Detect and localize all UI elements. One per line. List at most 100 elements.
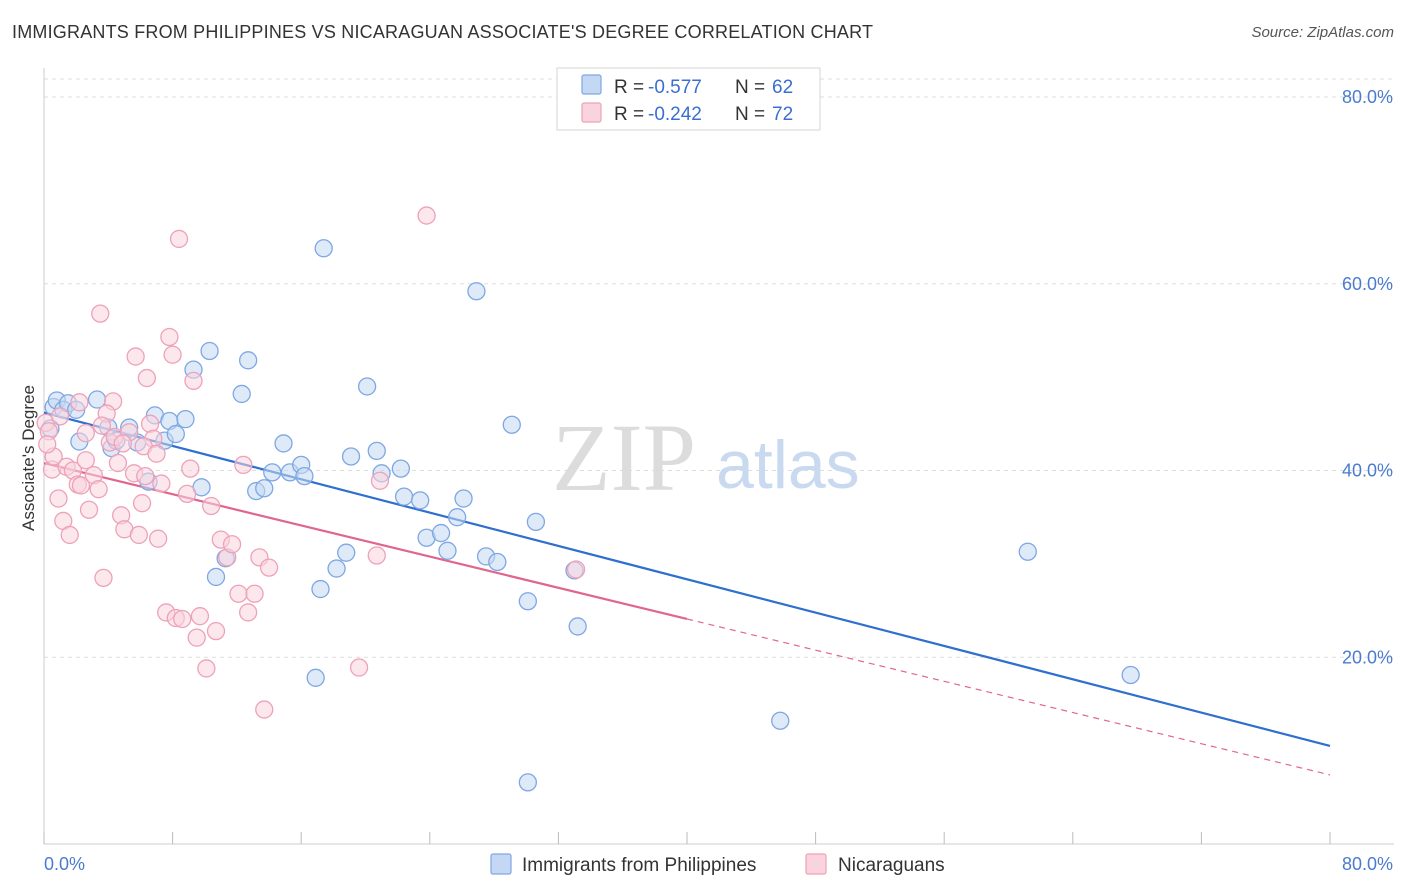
nicaraguans-point-65	[50, 407, 70, 426]
philippines-point-41	[394, 487, 414, 506]
x-tick-label-min: 0.0%	[44, 854, 85, 874]
nicaraguans-point-48	[229, 584, 248, 603]
correlation-legend: R = -0.577 N = 62 R = -0.242 N = 72	[556, 67, 821, 131]
nicaraguans-point-57	[370, 471, 390, 490]
legend-swatch-nicaraguans	[581, 102, 602, 123]
philippines-point-26	[255, 479, 274, 498]
series-legend-label-philippines: Immigrants from Philippines	[522, 855, 756, 876]
nicaraguans-point-30	[152, 474, 171, 493]
nicaraguans-point-16	[94, 568, 113, 588]
nicaraguans-point-12	[79, 500, 99, 519]
nicaraguans-point-68	[136, 466, 155, 486]
philippines-point-45	[438, 541, 457, 560]
y-tick-label-20: 20.0%	[1342, 647, 1393, 667]
philippines-point-40	[391, 459, 411, 478]
nicaraguans-point-15	[91, 304, 110, 323]
philippines-point-42	[411, 491, 430, 510]
data-points	[36, 206, 1140, 792]
nicaraguans-point-71	[92, 416, 112, 435]
nicaraguans-point-56	[367, 546, 386, 565]
legend-n-label-philippines: N =	[735, 77, 765, 98]
legend-r-value-philippines: -0.577	[648, 77, 702, 98]
nicaraguans-point-50	[239, 603, 258, 622]
nicaraguans-point-53	[255, 700, 274, 719]
nicaraguans-point-27	[140, 414, 160, 433]
nicaraguans-point-64	[76, 423, 95, 443]
nicaraguans-point-7	[60, 525, 79, 545]
philippines-point-36	[341, 447, 361, 466]
philippines-point-47	[454, 489, 473, 508]
philippines-point-34	[327, 559, 346, 578]
philippines-point-27	[263, 463, 282, 482]
legend-r-label-nicaraguans: R =	[614, 104, 644, 125]
legend-r-label-philippines: R =	[614, 77, 644, 98]
nicaraguans-point-25	[132, 494, 152, 513]
philippines-point-21	[206, 567, 226, 587]
legend-n-value-philippines: 62	[772, 77, 793, 98]
nicaraguans-trend-line-extension	[686, 618, 1331, 776]
philippines-point-20	[200, 341, 219, 361]
philippines-point-24	[239, 351, 258, 370]
axes	[43, 68, 1394, 845]
nicaraguans-point-59	[566, 560, 586, 579]
nicaraguans-point-47	[222, 535, 242, 554]
nicaraguans-point-60	[126, 347, 145, 366]
philippines-point-56	[306, 668, 325, 687]
philippines-point-37	[357, 377, 377, 396]
legend-n-value-nicaraguans: 72	[772, 104, 793, 125]
philippines-point-31	[295, 466, 314, 486]
philippines-point-23	[232, 384, 251, 404]
tick-labels: 20.0% 40.0% 60.0% 80.0% 0.0% 80.0%	[44, 87, 1393, 874]
nicaraguans-point-11	[76, 451, 95, 470]
y-tick-label-80: 80.0%	[1342, 87, 1393, 107]
y-axis-label: Associate's Degree	[19, 385, 38, 531]
nicaraguans-point-55	[349, 658, 369, 677]
philippines-trend-line	[43, 411, 1331, 748]
legend-n-label-nicaraguans: N =	[735, 104, 765, 125]
y-tick-label-40: 40.0%	[1342, 461, 1393, 481]
nicaraguans-point-4	[49, 489, 68, 508]
philippines-point-48	[467, 282, 486, 301]
nicaraguans-point-51	[245, 584, 264, 603]
nicaraguans-point-33	[163, 345, 182, 364]
x-tick-label-max: 80.0%	[1342, 854, 1393, 874]
watermark-zip: ZIP	[552, 404, 696, 511]
nicaraguans-point-58	[417, 206, 436, 225]
philippines-point-51	[502, 415, 521, 434]
philippines-point-57	[518, 773, 538, 792]
nicaraguans-point-40	[187, 628, 206, 647]
philippines-point-35	[337, 543, 356, 562]
philippines-point-16	[166, 424, 185, 444]
series-legend-label-nicaraguans: Nicaraguans	[838, 855, 945, 876]
philippines-point-33	[314, 239, 333, 258]
philippines-point-38	[367, 441, 386, 461]
chart-title: IMMIGRANTS FROM PHILIPPINES VS NICARAGUA…	[12, 22, 874, 42]
nicaraguans-point-29	[148, 529, 168, 548]
nicaraguans-point-26	[137, 368, 157, 388]
nicaraguans-point-54	[259, 558, 279, 577]
nicaraguans-point-36	[173, 609, 192, 629]
philippines-point-32	[311, 579, 330, 599]
nicaraguans-point-19	[108, 453, 128, 473]
y-tick-label-60: 60.0%	[1342, 274, 1393, 294]
legend-r-value-nicaraguans: -0.242	[648, 104, 702, 125]
philippines-point-50	[488, 552, 507, 572]
philippines-point-60	[1121, 665, 1140, 685]
nicaraguans-point-32	[160, 327, 179, 347]
nicaraguans-point-10	[71, 476, 91, 495]
chart-source: Source: ZipAtlas.com	[1251, 24, 1394, 41]
philippines-point-59	[1018, 542, 1037, 561]
philippines-point-52	[518, 592, 538, 611]
nicaraguans-point-67	[113, 434, 132, 453]
nicaraguans-point-70	[70, 393, 89, 412]
philippines-point-46	[447, 508, 467, 527]
nicaraguans-point-24	[129, 525, 148, 545]
nicaraguans-point-39	[184, 371, 203, 391]
nicaraguans-point-42	[197, 659, 216, 678]
philippines-point-44	[431, 523, 451, 543]
nicaraguans-point-14	[89, 480, 108, 499]
legend-swatch-philippines	[581, 74, 602, 95]
philippines-point-17	[176, 409, 195, 429]
philippines-point-28	[274, 434, 293, 453]
